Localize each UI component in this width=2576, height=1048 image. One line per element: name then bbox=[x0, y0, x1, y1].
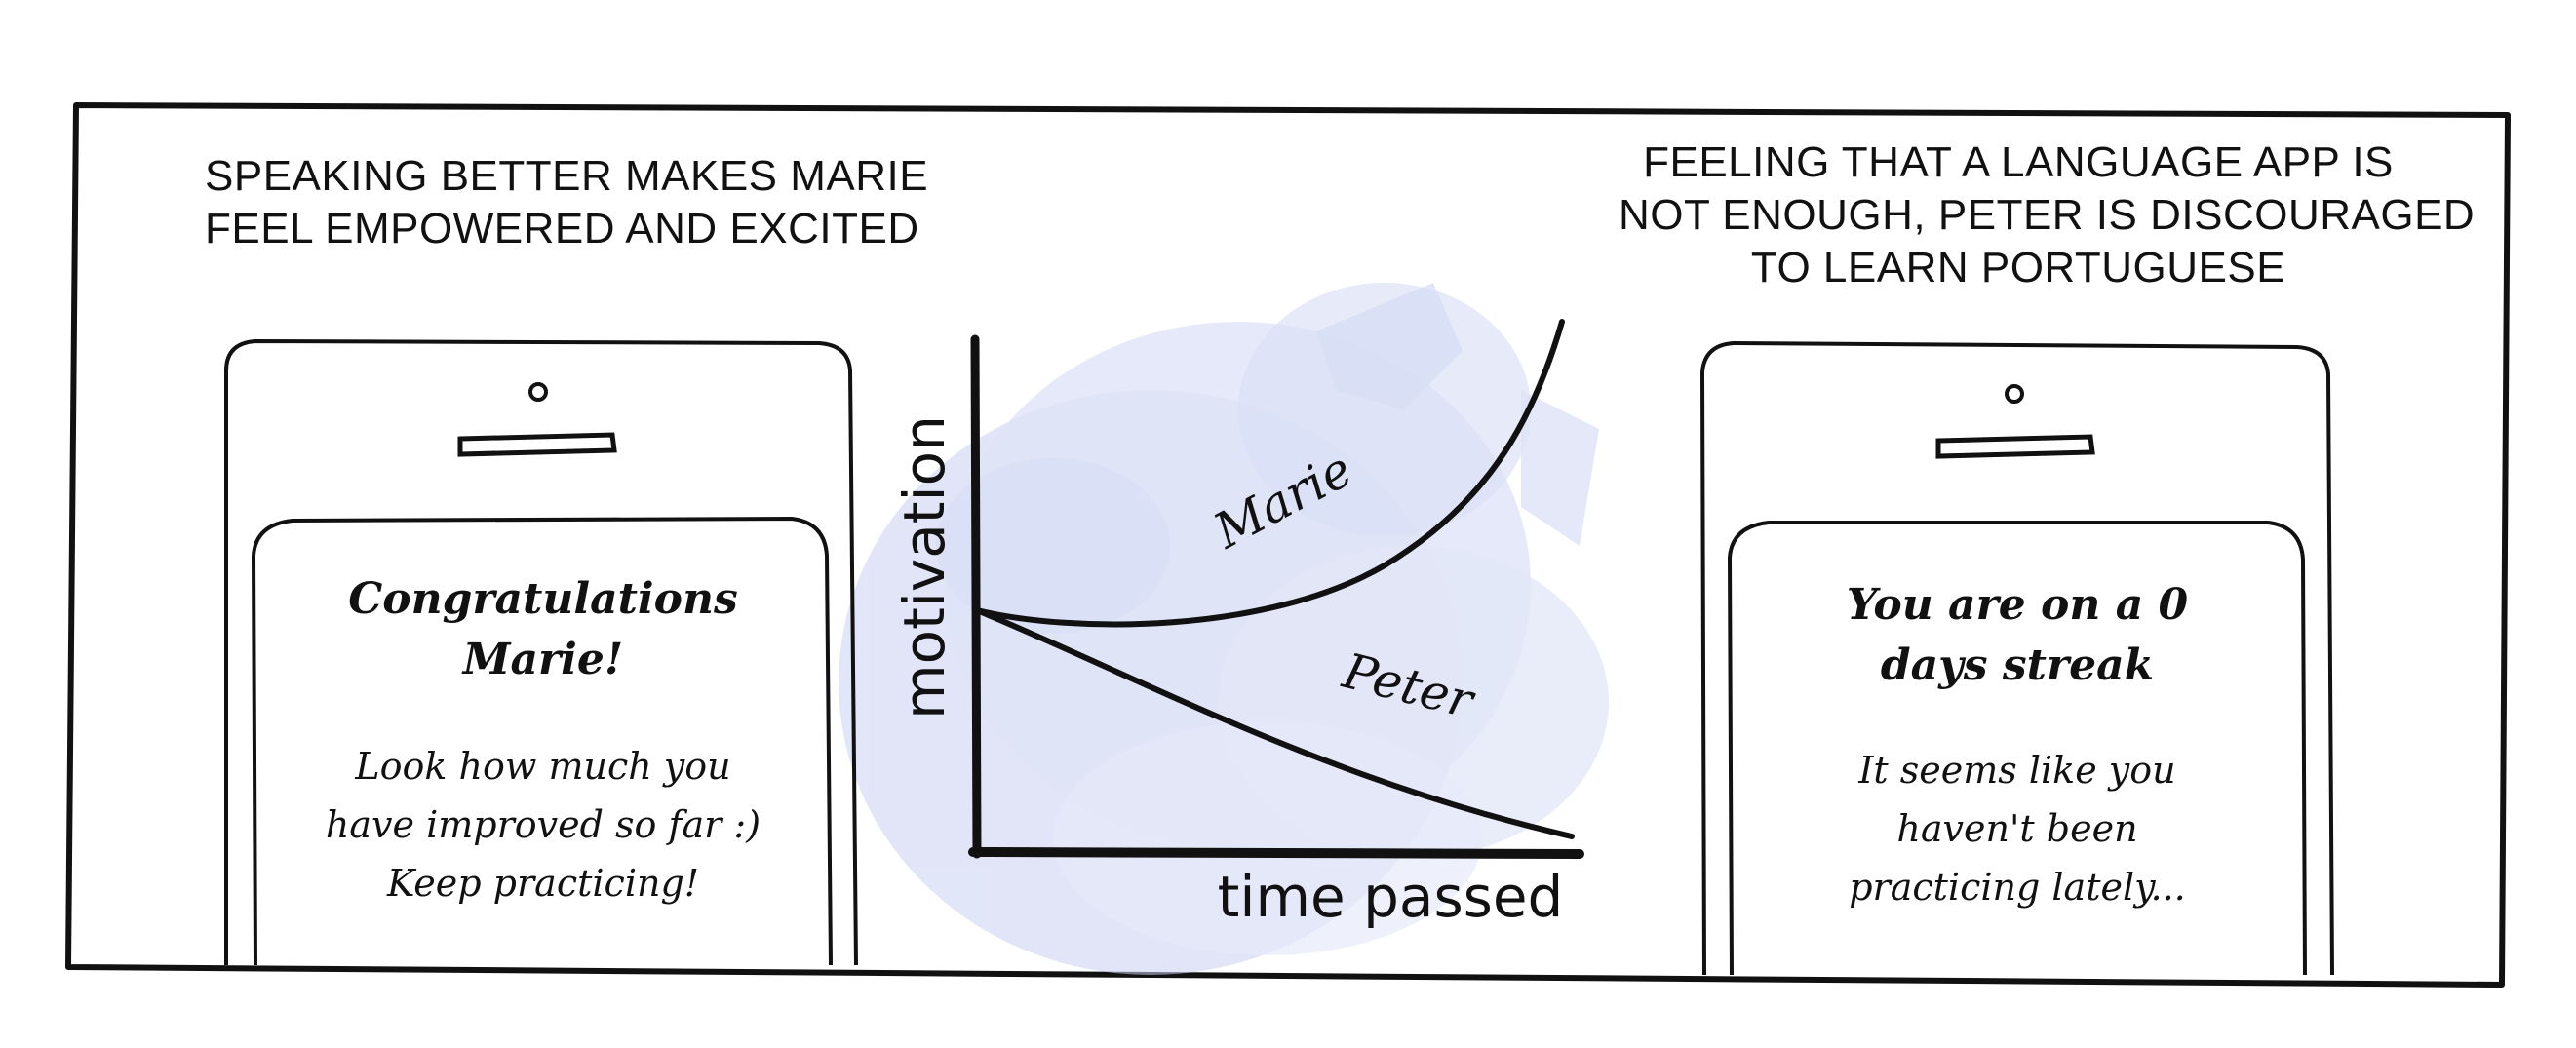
right-caption-line: TO LEARN PORTUGUESE bbox=[1750, 244, 2286, 291]
y-axis bbox=[970, 334, 982, 859]
right-phone-message: It seems like you haven't been practicin… bbox=[1732, 741, 2303, 916]
left-phone-message: Look how much you have improved so far :… bbox=[255, 737, 831, 912]
left-phone-title-line: Marie! bbox=[462, 635, 624, 684]
right-caption-line: FEELING THAT A LANGUAGE APP IS bbox=[1643, 138, 2394, 186]
right-caption-line: NOT ENOUGH, PETER IS DISCOURAGED bbox=[1619, 191, 2476, 239]
left-caption: SPEAKING BETTER MAKES MARIE FEEL EMPOWER… bbox=[205, 150, 929, 255]
curve-marie bbox=[974, 319, 1565, 628]
left-phone-title: Congratulations Marie! bbox=[255, 569, 831, 690]
left-phone bbox=[224, 338, 858, 966]
left-phone-title-line: Congratulations bbox=[348, 574, 738, 624]
right-phone bbox=[1699, 340, 2334, 976]
left-phone-message-line: have improved so far :) bbox=[325, 803, 761, 846]
right-phone-message-line: It seems like you bbox=[1858, 749, 2176, 792]
right-caption: FEELING THAT A LANGUAGE APP IS NOT ENOUG… bbox=[1619, 136, 2476, 294]
curve-peter bbox=[974, 607, 1575, 839]
right-phone-message-line: haven't been bbox=[1896, 807, 2138, 850]
left-phone-message-line: Keep practicing! bbox=[386, 862, 700, 905]
watercolor-wash bbox=[839, 283, 1609, 975]
right-phone-title-line: days streak bbox=[1880, 640, 2155, 690]
right-phone-title: You are on a 0 days streak bbox=[1732, 575, 2303, 696]
right-phone-message-line: practicing lately... bbox=[1849, 866, 2186, 909]
left-caption-line: SPEAKING BETTER MAKES MARIE bbox=[205, 152, 929, 200]
y-axis-label: motivation bbox=[891, 415, 957, 719]
right-phone-title-line: You are on a 0 bbox=[1846, 580, 2189, 630]
x-axis-label: time passed bbox=[1218, 864, 1564, 930]
x-axis bbox=[968, 847, 1584, 859]
left-phone-message-line: Look how much you bbox=[355, 745, 731, 788]
left-caption-line: FEEL EMPOWERED AND EXCITED bbox=[205, 205, 919, 252]
panel-border bbox=[65, 102, 2511, 988]
